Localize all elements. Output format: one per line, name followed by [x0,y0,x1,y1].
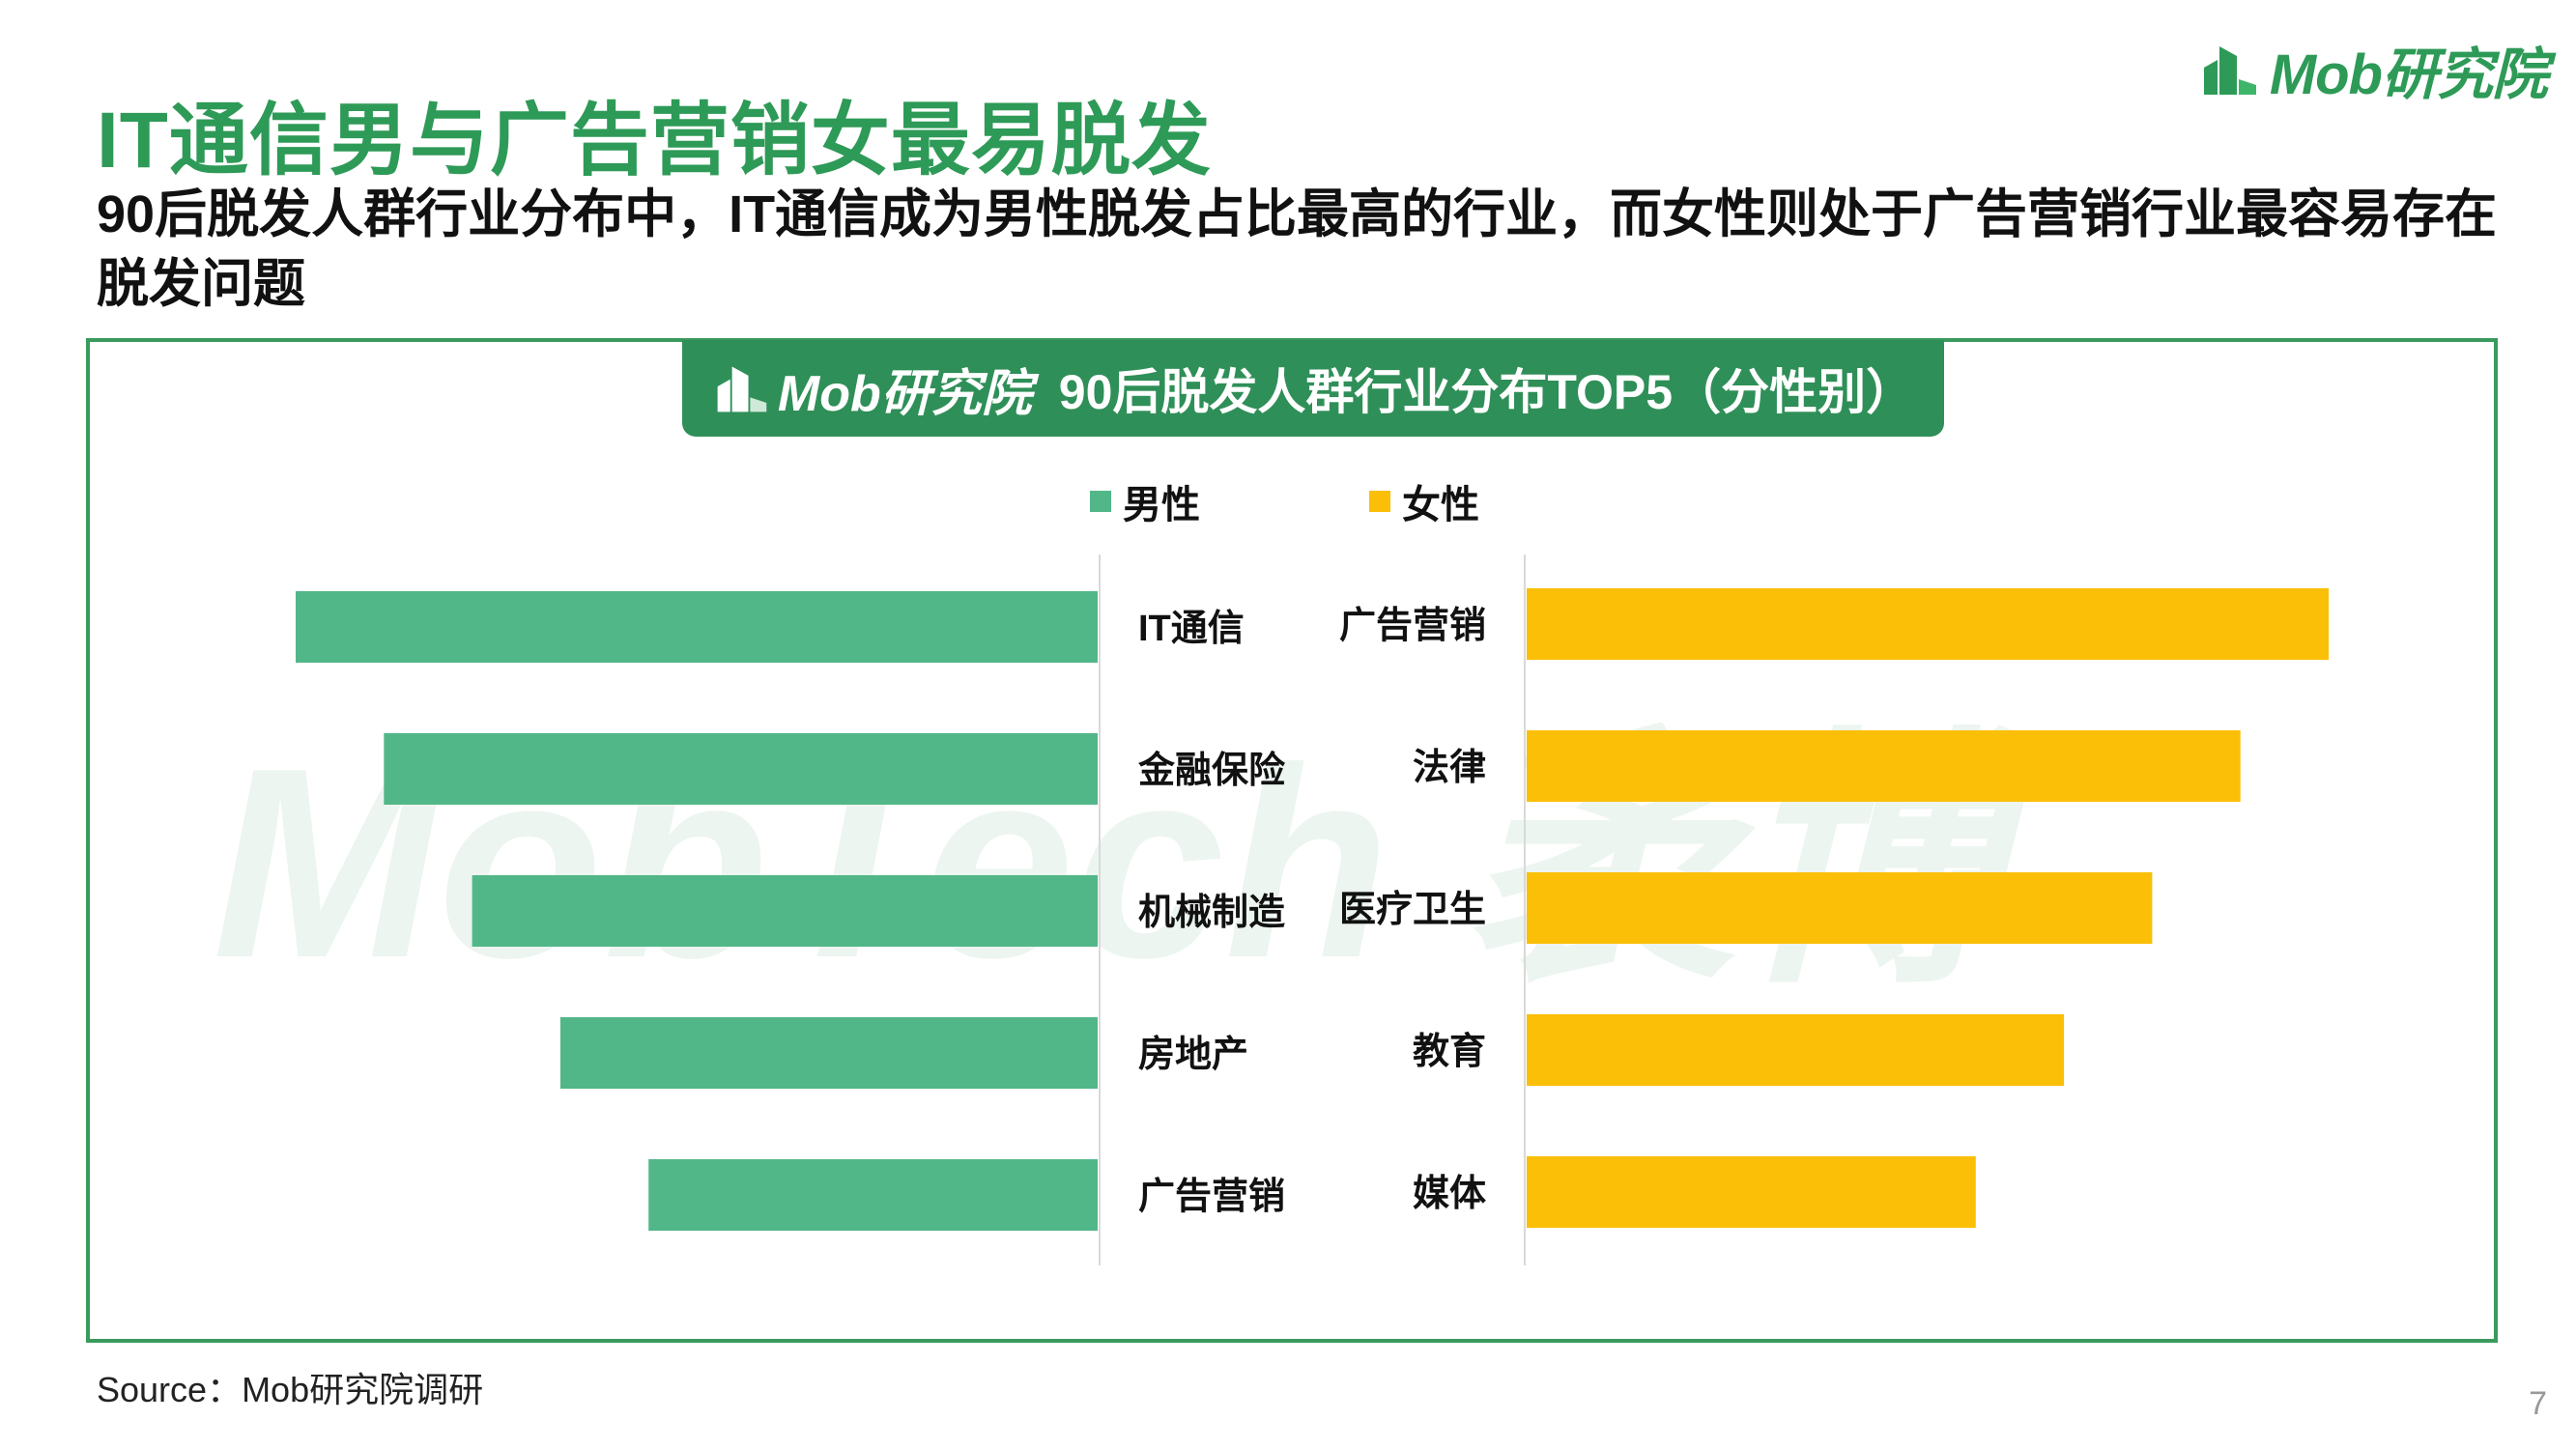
female-category-label: 教育 [1413,1032,1486,1072]
female-bar [1527,872,2153,944]
legend-male-label: 男性 [1123,484,1200,526]
building-logo-icon [2203,46,2256,95]
male-category-label: 广告营销 [1138,1177,1285,1217]
female-category-label: 广告营销 [1339,606,1486,646]
source-note: Source：Mob研究院调研 [97,1370,484,1409]
page-subtitle: 90后脱发人群行业分布中，IT通信成为男性脱发占比最高的行业，而女性则处于广告营… [97,185,2498,313]
legend-male: 男性 [1090,477,1200,526]
logo-text: Mob研究院 [2269,43,2548,106]
legend-female-swatch [1369,491,1390,512]
page-title: IT通信男与广告营销女最易脱发 [97,97,1212,185]
male-category-label: 机械制造 [1138,893,1285,933]
banner-logo-text: Mob研究院 [777,365,1032,422]
male-bar [648,1159,1098,1231]
legend-male-swatch [1090,491,1111,512]
page-number: 7 [2529,1385,2547,1422]
female-bar [1527,1014,2065,1086]
male-bar [472,875,1099,947]
male-category-label: 金融保险 [1137,750,1286,791]
male-bar [384,733,1098,805]
female-bar [1527,1156,1976,1228]
legend-female: 女性 [1369,477,1479,526]
male-bar [296,591,1098,663]
legend-female-label: 女性 [1402,484,1479,526]
chart-title-banner: Mob研究院 90后脱发人群行业分布TOP5（分性别） [682,340,1944,437]
male-category-label: 房地产 [1138,1035,1248,1075]
male-category-label: IT通信 [1138,609,1245,649]
chart-title: 90后脱发人群行业分布TOP5（分性别） [1058,365,1915,419]
female-bar [1527,588,2329,660]
female-category-label: 医疗卫生 [1339,890,1486,930]
male-bar [559,1017,1098,1089]
building-logo-icon [717,366,767,412]
female-category-label: 媒体 [1413,1174,1486,1214]
brand-logo: Mob研究院 [2198,31,2548,108]
female-bar [1527,730,2241,802]
banner-logo: Mob研究院 [712,353,1032,425]
female-category-label: 法律 [1413,748,1486,788]
